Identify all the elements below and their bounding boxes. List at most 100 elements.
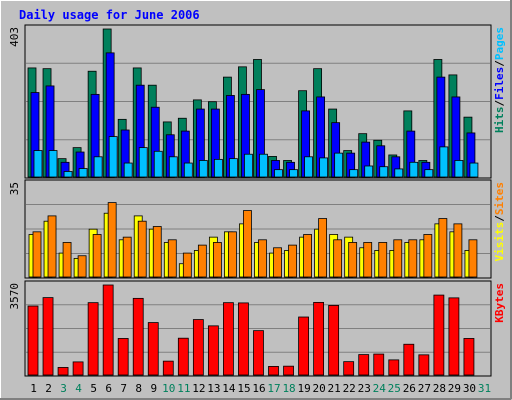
pages-bar-day-22 <box>349 169 359 178</box>
kbytes-bar-day-18 <box>283 365 294 376</box>
legend-separator: / <box>493 100 506 107</box>
kbytes-bar-day-27 <box>418 354 430 376</box>
pages-bar-day-6 <box>108 136 118 178</box>
kbytes-bar-day-23 <box>358 354 370 376</box>
legend-sites: Sites <box>493 182 506 215</box>
x-tick-label-day-16: 16 <box>252 382 265 395</box>
sites-bar-day-24 <box>378 242 388 278</box>
x-tick-label-day-6: 6 <box>105 382 112 395</box>
kbytes-bar-day-2 <box>42 297 54 376</box>
kbytes-bar-day-12 <box>192 319 204 376</box>
pages-bar-day-23 <box>364 165 374 178</box>
x-tick-label-day-18: 18 <box>282 382 295 395</box>
sites-bar-day-23 <box>363 242 373 278</box>
pages-bar-day-12 <box>198 160 208 178</box>
x-axis-day-labels: 1 2 3 4 5 6 7 8 9 10 11 12 13 14 15 16 17 18 19 20 21 22 23 24 2… <box>30 382 491 395</box>
pages-bar-day-18 <box>289 169 298 178</box>
sites-bar-day-9 <box>152 226 162 278</box>
kbytes-bar-day-20 <box>313 301 325 376</box>
pages-bar-day-26 <box>409 161 419 178</box>
pages-bar-day-9 <box>153 150 163 178</box>
kbytes-bar-day-6 <box>102 284 114 376</box>
x-tick-label-day-25: 25 <box>388 382 401 395</box>
pages-bar-day-25 <box>394 168 404 178</box>
x-tick-label-day-14: 14 <box>222 382 236 395</box>
pages-bar-day-29 <box>454 160 464 178</box>
kbytes-bar-day-7 <box>117 338 129 376</box>
x-tick-label-day-4: 4 <box>75 382 82 395</box>
x-tick-label-day-9: 9 <box>150 382 157 395</box>
sites-bar-day-29 <box>453 223 463 278</box>
kbytes-bar-day-24 <box>373 353 385 376</box>
kbytes-bar-day-15 <box>238 302 249 376</box>
sites-bar-day-12 <box>197 244 207 278</box>
legend-hits: Hits <box>493 107 506 134</box>
kbytes-bar-day-1 <box>27 305 39 376</box>
kbytes-bar-day-5 <box>87 302 99 376</box>
pages-bar-day-3 <box>63 171 73 178</box>
sites-bar-day-26 <box>408 239 418 278</box>
x-tick-label-day-7: 7 <box>120 382 127 395</box>
sites-bar-day-8 <box>137 220 147 278</box>
sites-bar-day-28 <box>438 218 448 278</box>
panel-visits-sites: 35 Visits/Sites <box>8 179 506 279</box>
pages-bar-day-14 <box>229 158 238 178</box>
x-tick-label-day-23: 23 <box>358 382 371 395</box>
legend-separator: / <box>493 215 506 222</box>
pages-bar-day-8 <box>138 147 148 178</box>
chart-title: Daily usage for June 2006 <box>19 8 200 22</box>
sites-bar-day-14 <box>228 231 237 278</box>
pages-bar-day-16 <box>259 153 268 178</box>
x-tick-label-day-29: 29 <box>448 382 461 395</box>
legend-pages: Pages <box>493 27 506 60</box>
x-tick-label-day-28: 28 <box>433 382 446 395</box>
pages-bar-day-15 <box>244 153 253 178</box>
x-tick-label-day-1: 1 <box>30 382 37 395</box>
sites-bar-day-3 <box>62 242 72 278</box>
kbytes-bar-day-19 <box>298 316 309 376</box>
x-tick-label-day-8: 8 <box>135 382 142 395</box>
pages-bar-day-4 <box>78 168 88 178</box>
kbytes-bar-day-11 <box>177 337 189 376</box>
x-tick-label-day-5: 5 <box>90 382 97 395</box>
x-tick-label-day-31: 31 <box>478 382 491 395</box>
pages-bar-day-27 <box>424 169 434 178</box>
kbytes-bar-day-9 <box>147 322 159 376</box>
sites-bar-day-13 <box>212 242 222 278</box>
x-tick-label-day-17: 17 <box>267 382 280 395</box>
kbytes-bar-day-30 <box>463 338 475 376</box>
pages-bar-day-19 <box>304 156 313 178</box>
kbytes-bar-day-22 <box>343 361 355 376</box>
kbytes-bar-day-17 <box>268 366 279 376</box>
panel-legend: KBytes <box>493 283 506 323</box>
legend-separator: / <box>493 60 506 67</box>
panel-legend: Visits/Sites <box>493 182 506 262</box>
x-tick-label-day-20: 20 <box>313 382 326 395</box>
x-tick-label-day-2: 2 <box>45 382 52 395</box>
kbytes-bar-day-29 <box>448 297 460 376</box>
kbytes-bar-day-16 <box>253 330 264 376</box>
panel-kbytes: 3570 KBytes <box>8 280 506 377</box>
x-tick-label-day-27: 27 <box>418 382 431 395</box>
x-tick-label-day-22: 22 <box>343 382 356 395</box>
sites-bar-day-21 <box>333 239 343 278</box>
sites-bar-day-19 <box>303 234 312 278</box>
x-tick-label-day-15: 15 <box>237 382 250 395</box>
sites-bar-day-17 <box>273 247 282 278</box>
pages-bar-day-24 <box>379 166 389 178</box>
sites-bar-day-1 <box>32 231 42 278</box>
sites-bar-day-30 <box>468 239 478 278</box>
pages-bar-day-13 <box>213 158 223 178</box>
x-tick-label-day-30: 30 <box>463 382 476 395</box>
x-tick-label-day-13: 13 <box>207 382 220 395</box>
legend-kbytes: KBytes <box>493 283 506 323</box>
pages-bar-day-28 <box>439 146 449 178</box>
pages-bar-day-5 <box>93 156 103 178</box>
sites-bar-day-20 <box>318 218 328 278</box>
x-tick-label-day-21: 21 <box>328 382 341 395</box>
pages-bar-day-20 <box>319 157 329 178</box>
x-tick-label-day-26: 26 <box>403 382 416 395</box>
y-max-label: 35 <box>8 182 21 195</box>
